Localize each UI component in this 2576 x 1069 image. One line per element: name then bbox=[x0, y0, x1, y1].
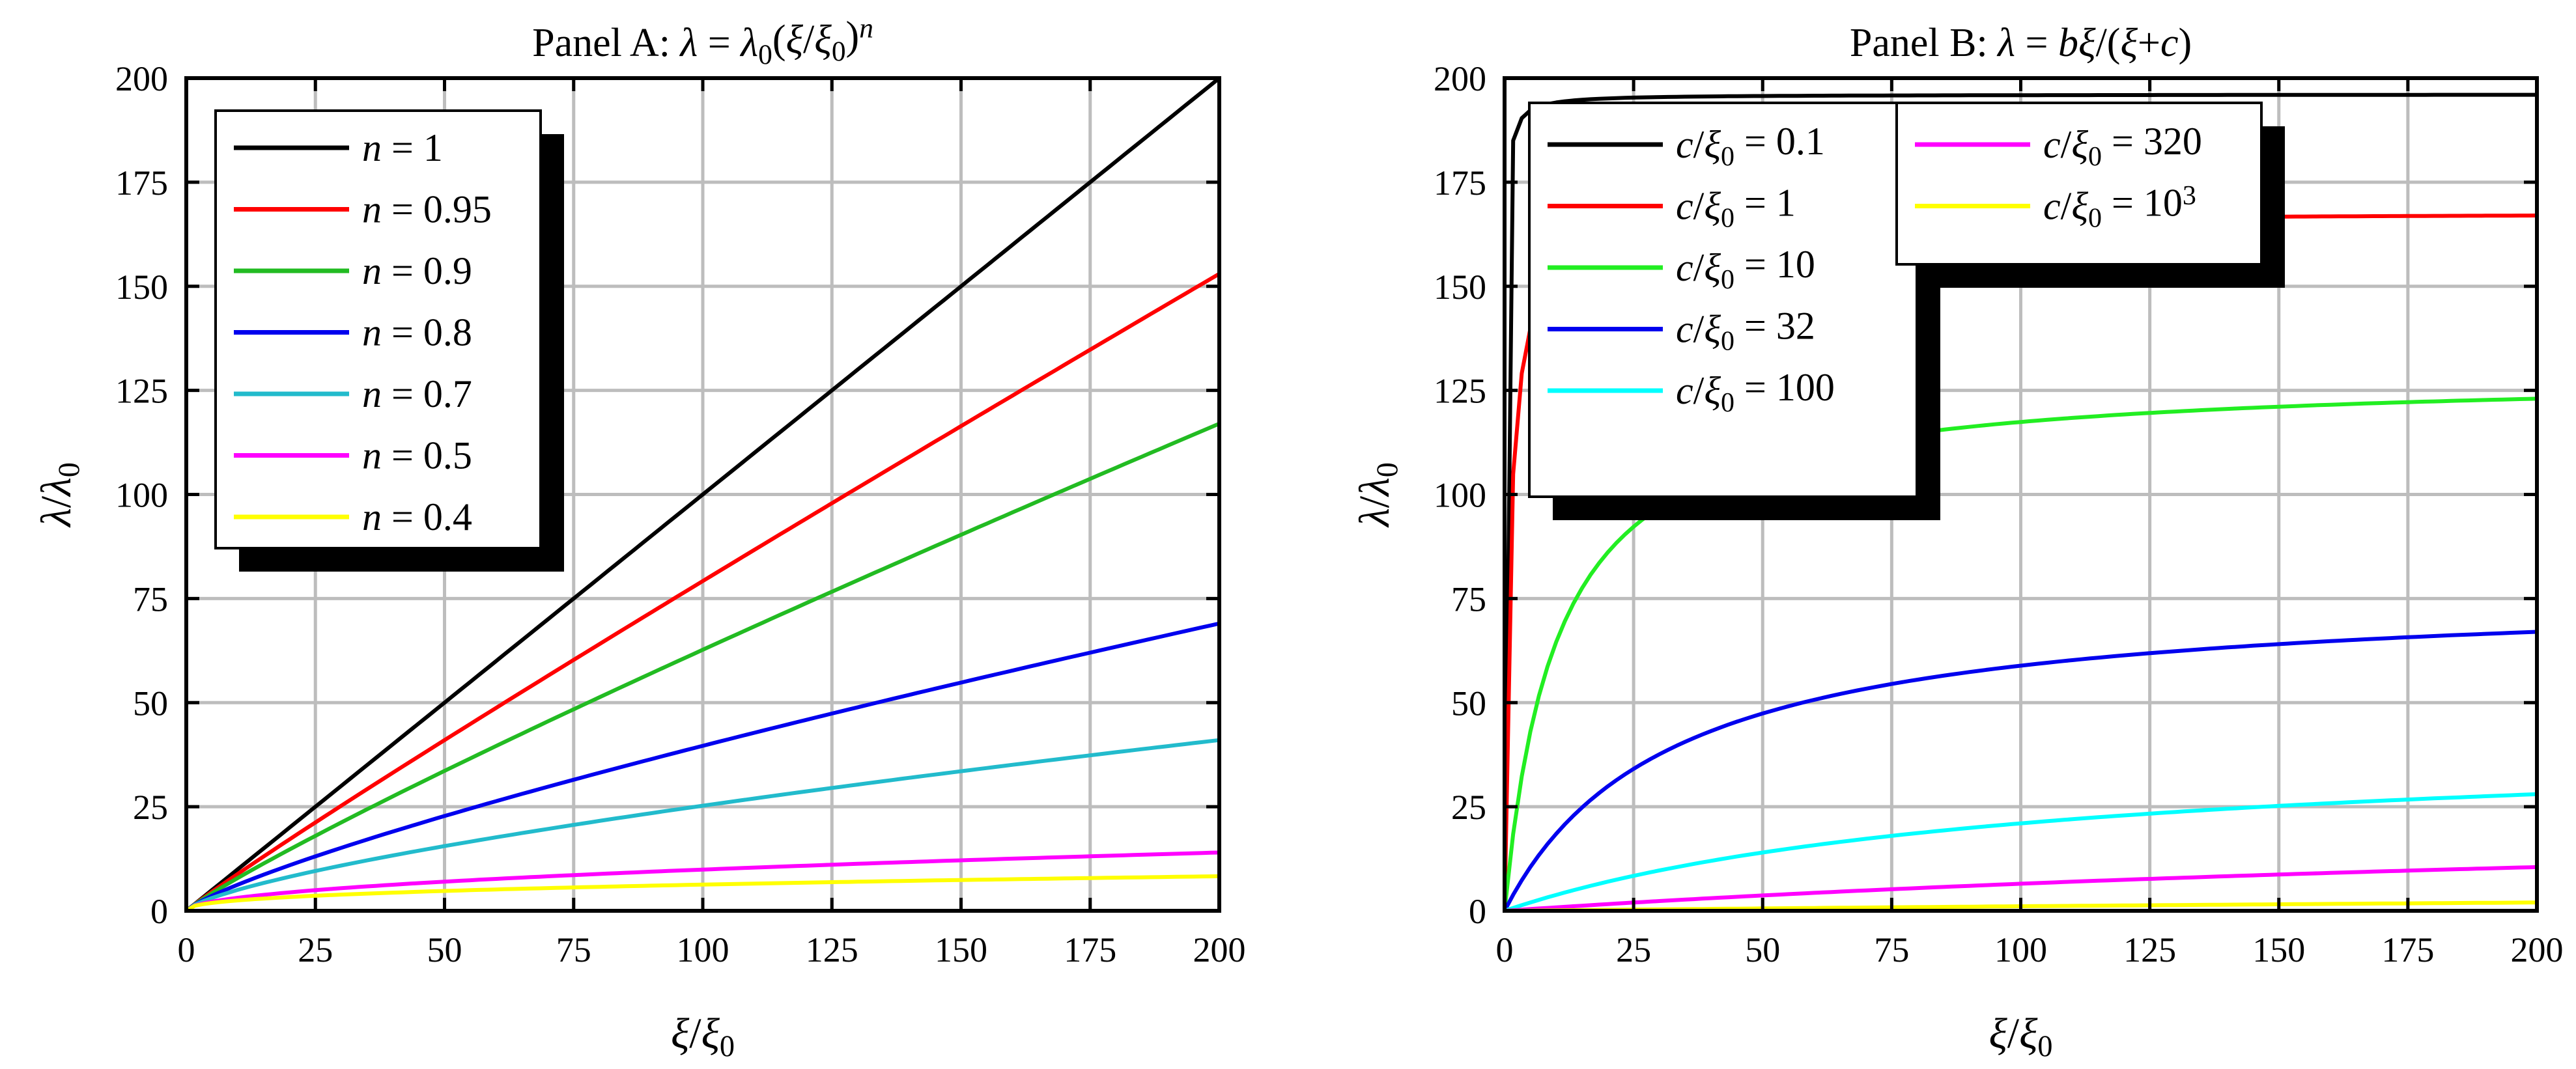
y-tick-label: 150 bbox=[115, 268, 168, 307]
y-tick-label: 150 bbox=[1434, 268, 1486, 307]
x-tick-label: 200 bbox=[2511, 930, 2564, 969]
y-tick-label: 25 bbox=[1451, 788, 1486, 827]
legend-label: n = 0.7 bbox=[362, 372, 472, 415]
y-tick-label: 75 bbox=[1451, 579, 1486, 618]
series-line bbox=[184, 874, 1221, 913]
legend-entry: n = 0.8 bbox=[234, 311, 472, 354]
x-tick-label: 25 bbox=[298, 930, 333, 969]
panel-title: Panel B: λ = bξ/(ξ+c) bbox=[1850, 21, 2192, 65]
legend-box bbox=[1895, 102, 2263, 266]
series-line bbox=[1503, 792, 2539, 913]
y-tick-label: 25 bbox=[133, 788, 168, 827]
series-line bbox=[1503, 92, 2539, 913]
y-tick-label: 125 bbox=[1434, 372, 1486, 411]
legend: c/ξ0 = 0.1 c/ξ0 = 1 c/ξ0 = 10 c/ξ0 = 32 c/ξ0… bbox=[1528, 102, 1940, 520]
x-tick-label: 50 bbox=[427, 930, 462, 969]
panel-title: Panel A: λ = λ0(ξ/ξ0)n bbox=[532, 12, 873, 70]
y-axis-label: λ/λ0 bbox=[33, 462, 85, 528]
x-tick-label: 50 bbox=[1745, 930, 1780, 969]
y-tick-label: 125 bbox=[115, 372, 168, 411]
series-line bbox=[1503, 630, 2539, 913]
x-tick-label: 200 bbox=[1193, 930, 1246, 969]
x-tick-label: 125 bbox=[2123, 930, 2176, 969]
legend-entry: n = 0.95 bbox=[234, 188, 492, 231]
legend: n = 1 n = 0.95 n = 0.9 n = 0.8 n = 0.7 n = 0.… bbox=[214, 109, 564, 572]
x-tick-label: 175 bbox=[1064, 930, 1116, 969]
legend-entry: n = 0.4 bbox=[234, 495, 472, 538]
legend-entry: c/ξ0 = 10 bbox=[1548, 243, 1815, 295]
legend-label: c/ξ0 = 10 bbox=[1676, 243, 1815, 295]
y-tick-label: 50 bbox=[1451, 684, 1486, 723]
legend-label: n = 0.5 bbox=[362, 434, 472, 477]
legend: c/ξ0 = 320 c/ξ0 = 103 bbox=[1895, 102, 2285, 288]
x-tick-label: 125 bbox=[806, 930, 858, 969]
series-line bbox=[184, 76, 1221, 913]
series-lines bbox=[184, 76, 1221, 913]
x-tick-label: 0 bbox=[1496, 930, 1514, 969]
legend-label: n = 1 bbox=[362, 126, 443, 169]
legend-entry: c/ξ0 = 100 bbox=[1548, 366, 1835, 418]
legend-label: c/ξ0 = 100 bbox=[1676, 366, 1835, 418]
y-tick-label: 100 bbox=[115, 476, 168, 515]
legend-box bbox=[1528, 102, 1918, 498]
legend-label: n = 0.4 bbox=[362, 495, 472, 538]
legend-entry: n = 1 bbox=[234, 126, 443, 169]
legend-entry: c/ξ0 = 103 bbox=[1915, 181, 2196, 233]
y-tick-label: 175 bbox=[115, 163, 168, 202]
x-tick-label: 175 bbox=[2381, 930, 2434, 969]
legend-box bbox=[214, 109, 542, 549]
x-tick-label: 75 bbox=[1874, 930, 1909, 969]
legend-entry: n = 0.5 bbox=[234, 434, 472, 477]
legend-label: n = 0.9 bbox=[362, 249, 472, 292]
panel-a: 0 25 50 75 100 125 150 175 200 0 25 50 75 100 125 150 17… bbox=[33, 12, 1246, 1062]
legend-entry: n = 0.9 bbox=[234, 249, 472, 292]
x-tick-label: 75 bbox=[556, 930, 591, 969]
x-tick-label: 25 bbox=[1616, 930, 1651, 969]
legend-label: c/ξ0 = 103 bbox=[2043, 181, 2196, 233]
x-tick-label: 0 bbox=[178, 930, 195, 969]
series-line bbox=[184, 271, 1221, 913]
legend-label: n = 0.8 bbox=[362, 311, 472, 354]
series-line bbox=[184, 421, 1221, 913]
legend-entry: c/ξ0 = 1 bbox=[1548, 181, 1796, 233]
y-tick-label: 100 bbox=[1434, 476, 1486, 515]
y-tick-label: 200 bbox=[1434, 59, 1486, 98]
legend-label: c/ξ0 = 320 bbox=[2043, 120, 2202, 172]
series-line bbox=[184, 850, 1221, 913]
x-tick-label: 150 bbox=[2252, 930, 2305, 969]
y-tick-label: 50 bbox=[133, 684, 168, 723]
legend-entry: c/ξ0 = 0.1 bbox=[1548, 120, 1825, 172]
series-line bbox=[1503, 865, 2539, 913]
legend-label: c/ξ0 = 0.1 bbox=[1676, 120, 1825, 172]
x-axis-label: ξ/ξ0 bbox=[671, 1010, 735, 1062]
y-axis-label: λ/λ0 bbox=[1351, 462, 1404, 528]
x-tick-label: 150 bbox=[935, 930, 987, 969]
legend-label: c/ξ0 = 32 bbox=[1676, 304, 1815, 356]
series-line bbox=[184, 621, 1221, 913]
y-tick-label: 200 bbox=[115, 59, 168, 98]
x-tick-label: 100 bbox=[677, 930, 729, 969]
series-line bbox=[184, 738, 1221, 913]
legend-entry: c/ξ0 = 320 bbox=[1915, 120, 2202, 172]
x-axis-label: ξ/ξ0 bbox=[1989, 1010, 2053, 1062]
y-tick-label: 0 bbox=[150, 892, 168, 931]
panel-b: 0 25 50 75 100 125 150 175 200 0 25 50 75 100 125 150 17… bbox=[1351, 21, 2564, 1062]
y-tick-label: 0 bbox=[1469, 892, 1486, 931]
y-tick-label: 75 bbox=[133, 579, 168, 618]
x-tick-label: 100 bbox=[1994, 930, 2047, 969]
legend-label: n = 0.95 bbox=[362, 188, 492, 231]
y-tick-label: 175 bbox=[1434, 163, 1486, 202]
legend-entry: n = 0.7 bbox=[234, 372, 472, 415]
legend-entry: c/ξ0 = 32 bbox=[1548, 304, 1815, 356]
legend-label: c/ξ0 = 1 bbox=[1676, 181, 1796, 233]
